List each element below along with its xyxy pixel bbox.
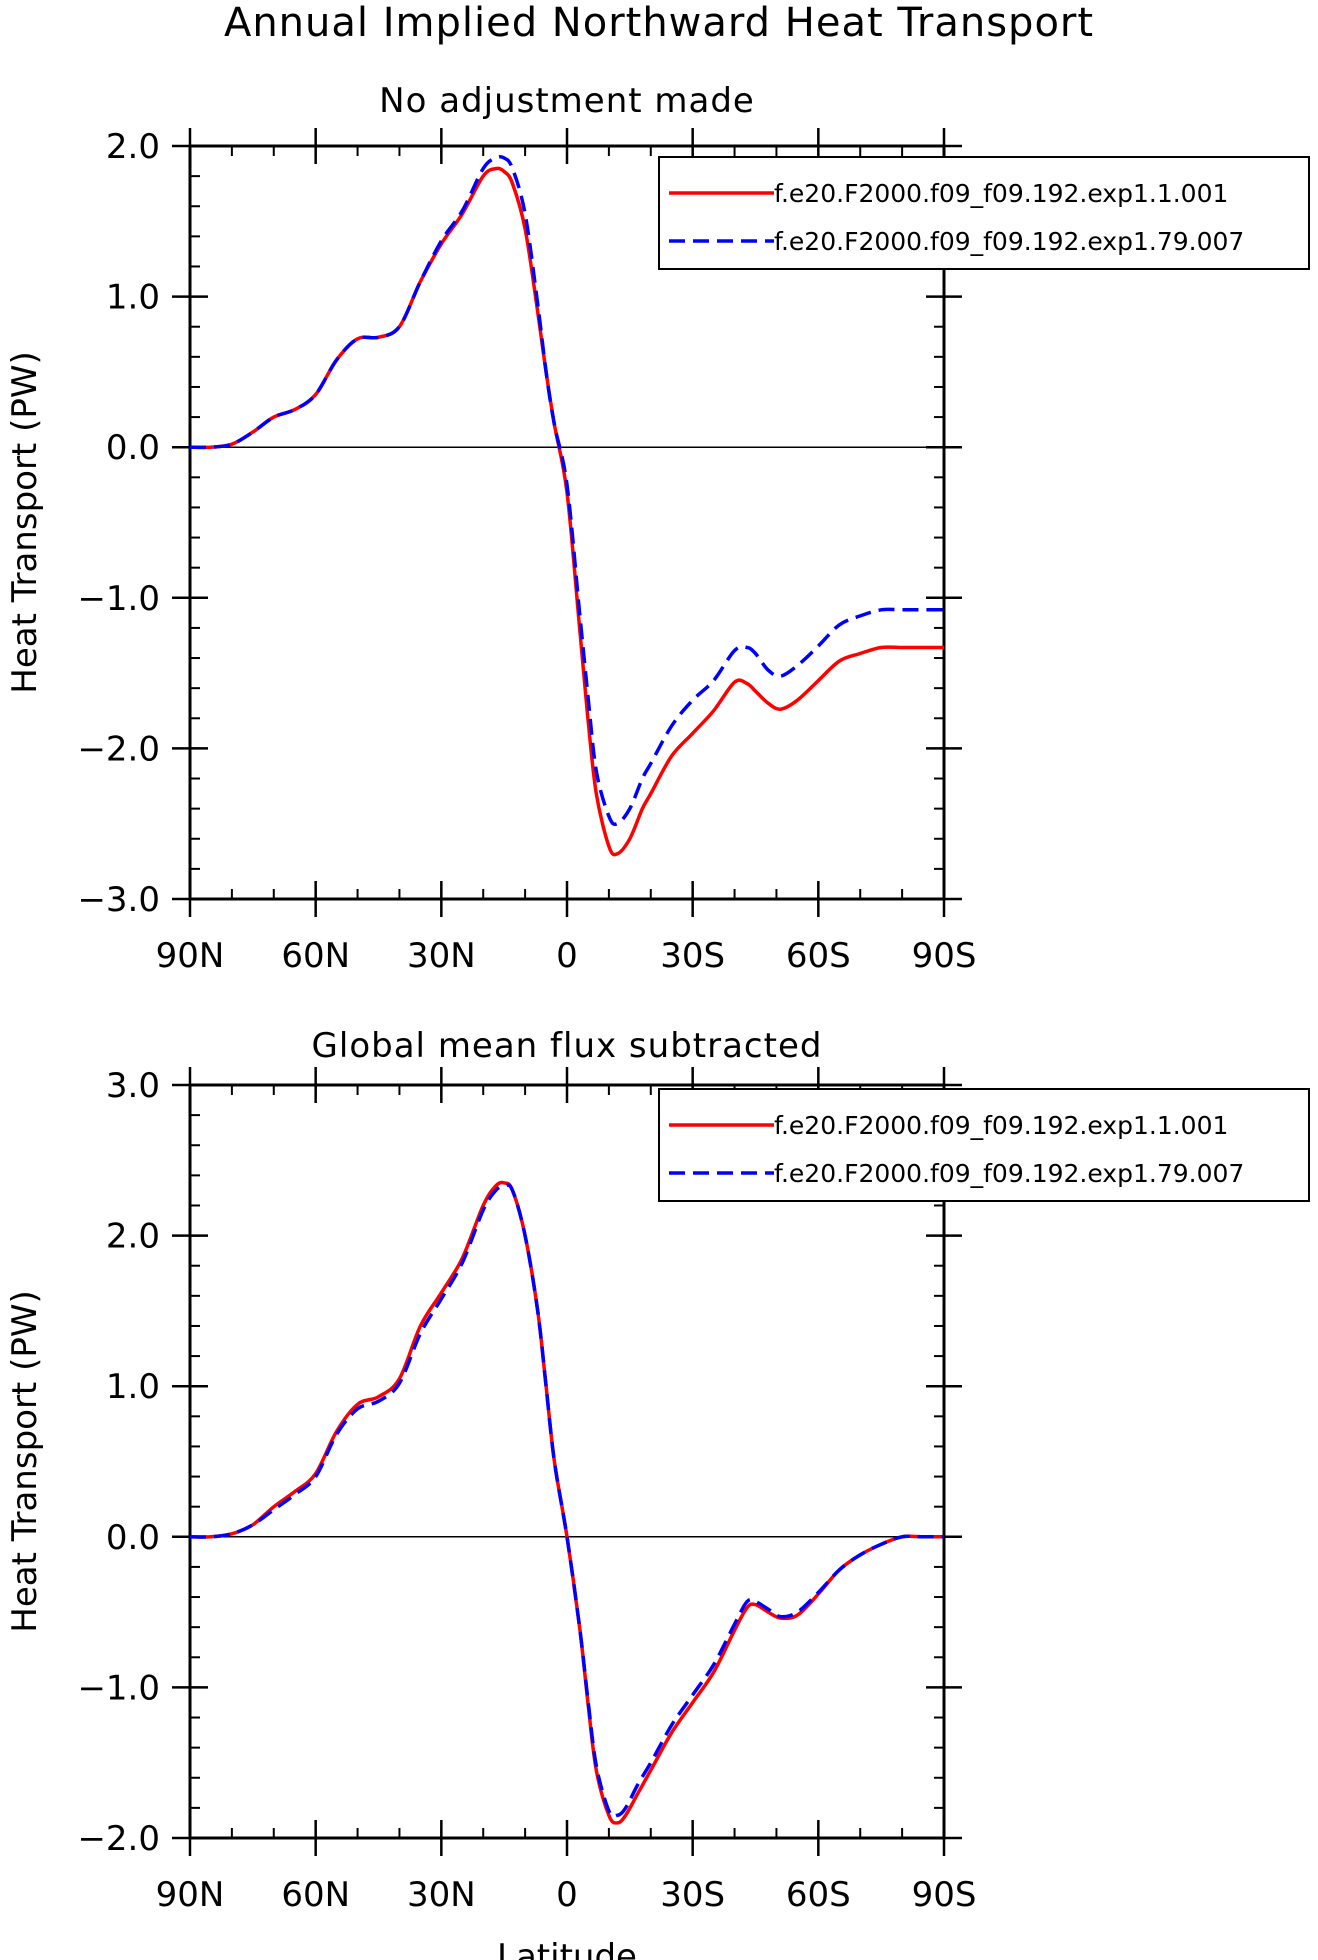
y-tick-label: −2.0 bbox=[77, 729, 160, 769]
y-tick-label: 1.0 bbox=[106, 1367, 160, 1407]
panel-title: No adjustment made bbox=[379, 81, 755, 121]
legend-label-1: f.e20.F2000.f09_f09.192.exp1.79.007 bbox=[774, 227, 1244, 256]
x-tick-label: 30N bbox=[407, 936, 476, 976]
y-tick-label: 3.0 bbox=[106, 1066, 160, 1106]
y-tick-label: 2.0 bbox=[106, 127, 160, 167]
y-tick-label: −3.0 bbox=[77, 880, 160, 920]
series-line-1 bbox=[189, 154, 944, 827]
panel-no-adjustment: No adjustment made 2.0 1.0 0.0 −1.0 −2.0 −3.0 9… bbox=[5, 81, 1310, 976]
series-line-1 bbox=[189, 1183, 944, 1819]
x-tick-label: 30S bbox=[660, 936, 725, 976]
x-tick-label: 90S bbox=[912, 936, 977, 976]
x-tick-label: 60N bbox=[281, 1875, 350, 1915]
x-tick-label: 0 bbox=[556, 1875, 578, 1915]
legend-box bbox=[658, 1088, 1310, 1202]
x-axis-label: Latitude bbox=[497, 1937, 637, 1960]
x-tick-label: 90N bbox=[156, 936, 225, 976]
legend-box bbox=[658, 156, 1310, 270]
x-tick-label: 60S bbox=[786, 1875, 851, 1915]
y-tick-label: 2.0 bbox=[106, 1217, 160, 1257]
plot-frame bbox=[188, 1083, 946, 1840]
panel-global-mean-subtracted: Global mean flux subtracted 3.0 2.0 1.0 0.0 −… bbox=[5, 1026, 1310, 1960]
y-axis-label: Heat Transport (PW) bbox=[5, 1290, 45, 1632]
y-tick-label: 0.0 bbox=[106, 1518, 160, 1558]
legend-label-1: f.e20.F2000.f09_f09.192.exp1.79.007 bbox=[774, 1159, 1244, 1188]
legend-label-0: f.e20.F2000.f09_f09.192.exp1.1.001 bbox=[774, 179, 1228, 208]
x-tick-label: 30N bbox=[407, 1875, 476, 1915]
x-tick-label: 0 bbox=[556, 936, 578, 976]
legend-label-0: f.e20.F2000.f09_f09.192.exp1.1.001 bbox=[774, 1111, 1228, 1140]
panel-title: Global mean flux subtracted bbox=[312, 1026, 823, 1066]
figure-title: Annual Implied Northward Heat Transport bbox=[224, 0, 1094, 46]
y-tick-label: −1.0 bbox=[77, 579, 160, 619]
series-line-0 bbox=[189, 166, 944, 857]
x-tick-label: 60S bbox=[786, 936, 851, 976]
plot-frame bbox=[188, 144, 946, 901]
x-tick-label: 90N bbox=[156, 1875, 225, 1915]
y-tick-label: 0.0 bbox=[106, 428, 160, 468]
y-axis-label: Heat Transport (PW) bbox=[5, 351, 45, 693]
x-tick-label: 60N bbox=[281, 936, 350, 976]
y-tick-label: −2.0 bbox=[77, 1819, 160, 1859]
y-tick-label: 1.0 bbox=[106, 278, 160, 318]
x-tick-label: 30S bbox=[660, 1875, 725, 1915]
x-tick-label: 90S bbox=[912, 1875, 977, 1915]
y-tick-label: −1.0 bbox=[77, 1668, 160, 1708]
